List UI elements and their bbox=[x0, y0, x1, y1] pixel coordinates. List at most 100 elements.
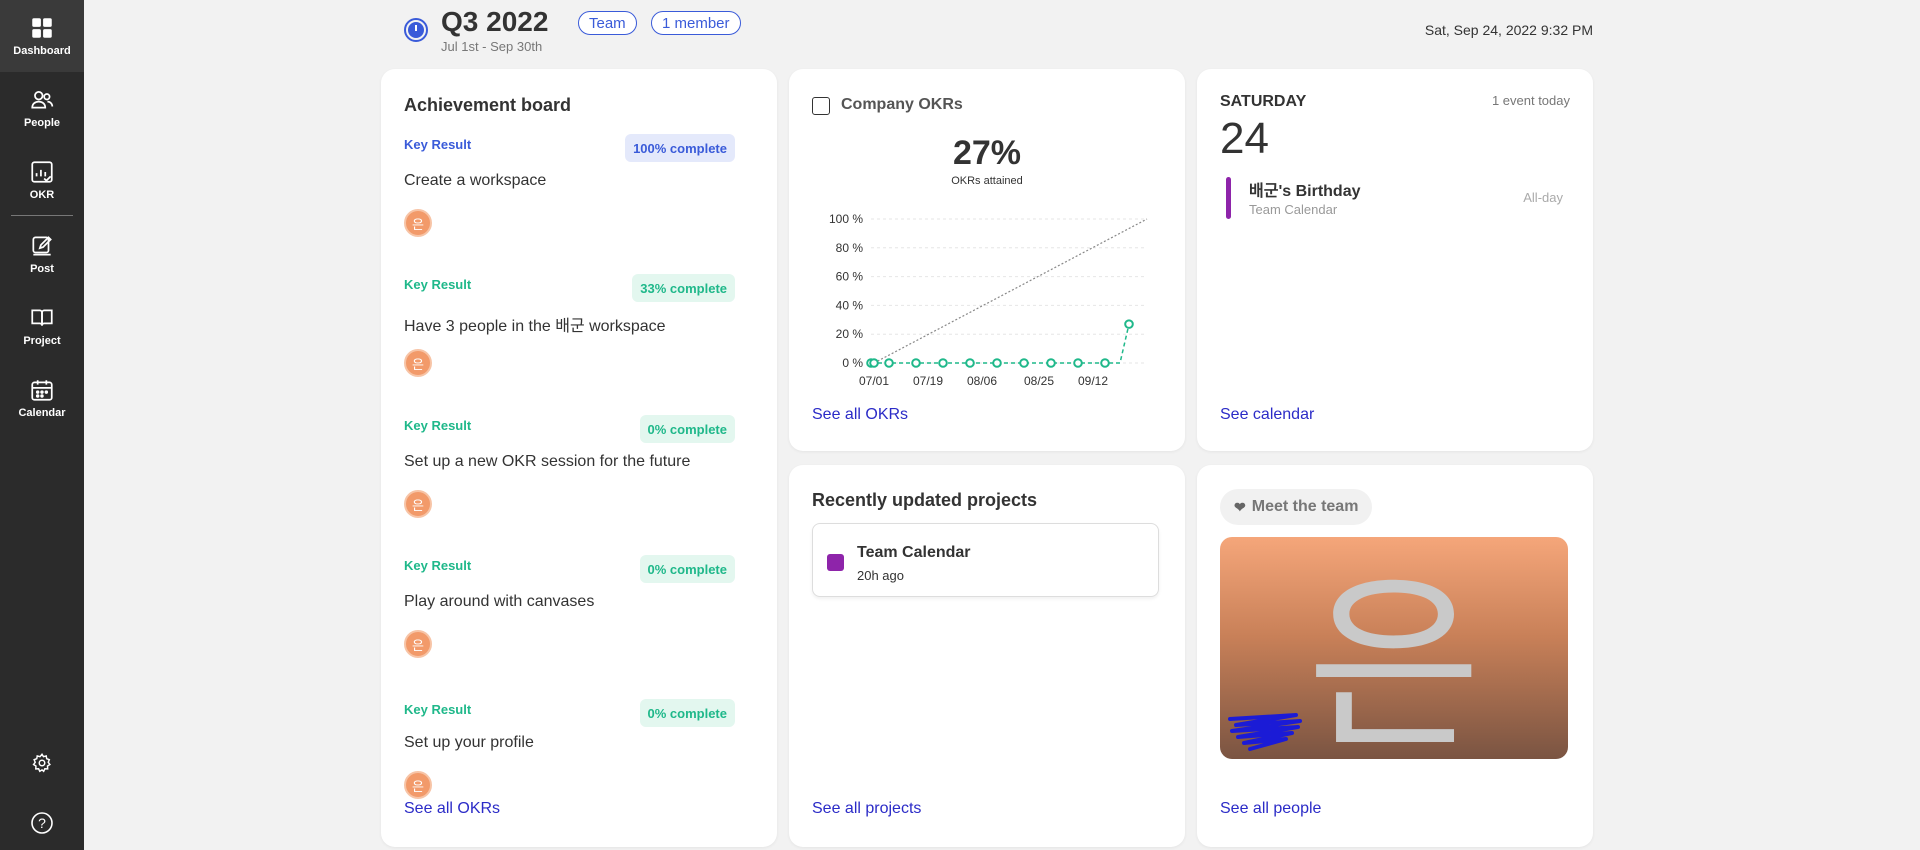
y-tick-label: 60 % bbox=[836, 270, 864, 284]
okr-subtitle: OKRs attained bbox=[951, 175, 1023, 187]
x-tick-label: 07/19 bbox=[913, 374, 943, 388]
data-point bbox=[884, 358, 894, 368]
key-result-title: Set up a new OKR session for the future bbox=[404, 453, 691, 470]
projects-card: Recently updated projects Team Calendar … bbox=[789, 465, 1185, 847]
see-all-projects-link[interactable]: See all projects bbox=[812, 800, 922, 817]
help-button[interactable]: ? bbox=[28, 809, 56, 837]
calendar-icon bbox=[31, 380, 53, 401]
data-point bbox=[869, 358, 879, 368]
nav-calendar-label: Calendar bbox=[18, 407, 66, 419]
project-name: Team Calendar bbox=[857, 544, 971, 561]
data-point bbox=[965, 358, 975, 368]
okr-chart-icon bbox=[31, 161, 53, 183]
team-pill[interactable]: Team bbox=[578, 11, 637, 35]
avatar: 은 bbox=[404, 630, 432, 658]
edit-icon bbox=[32, 236, 52, 256]
okr-progress-chart: 0 % 20 % 40 % 60 % 80 % 100 % 07/01 07/19 08/06 0… bbox=[829, 212, 1148, 388]
projects-title: Recently updated projects bbox=[812, 490, 1038, 510]
avatar: 은 bbox=[404, 349, 432, 377]
key-result-label: Key Result bbox=[404, 702, 472, 717]
gear-icon bbox=[32, 753, 51, 773]
avatar: 은 bbox=[404, 209, 432, 237]
key-result-title: Play around with canvases bbox=[404, 593, 595, 610]
x-tick-label: 08/25 bbox=[1024, 374, 1054, 388]
completion-badge: 33% complete bbox=[632, 274, 735, 302]
key-result-item[interactable]: Key Result 100% complete Create a worksp… bbox=[404, 134, 735, 277]
book-icon bbox=[31, 309, 53, 326]
target-line bbox=[873, 218, 1148, 364]
data-point bbox=[992, 358, 1002, 368]
y-tick-label: 80 % bbox=[836, 241, 864, 255]
nav-project-label: Project bbox=[23, 335, 61, 347]
event-time: All-day bbox=[1523, 190, 1563, 205]
calendar-card: SATURDAY 1 event today 24 배군's Birthday … bbox=[1197, 69, 1593, 451]
avatar: 은 bbox=[404, 490, 432, 518]
key-result-label: Key Result bbox=[404, 137, 472, 152]
completion-badge: 0% complete bbox=[639, 555, 735, 583]
nav-people-label: People bbox=[23, 117, 61, 129]
data-point bbox=[1019, 358, 1029, 368]
key-result-title: Set up your profile bbox=[404, 734, 534, 751]
grid-icon bbox=[32, 18, 52, 38]
nav-calendar[interactable]: Calendar bbox=[0, 362, 84, 434]
nav-okr-label: OKR bbox=[29, 189, 55, 201]
redaction-scribble bbox=[1228, 713, 1302, 751]
sidebar-divider bbox=[11, 215, 73, 216]
see-all-okrs-link[interactable]: See all OKRs bbox=[404, 800, 501, 817]
member-pill[interactable]: 1 member bbox=[651, 11, 741, 35]
page-title: Q3 2022 bbox=[441, 6, 549, 37]
session-dates: Jul 1st - Sep 30th bbox=[441, 39, 543, 54]
y-tick-label: 0 % bbox=[842, 356, 863, 370]
data-point bbox=[1100, 358, 1110, 368]
key-result-item[interactable]: Key Result 33% complete Have 3 people in… bbox=[404, 274, 735, 417]
help-glyph: ? bbox=[38, 815, 46, 831]
calendar-day-name: SATURDAY bbox=[1220, 93, 1307, 110]
see-calendar-link[interactable]: See calendar bbox=[1220, 406, 1315, 423]
key-result-label: Key Result bbox=[404, 277, 472, 292]
nav-dashboard[interactable]: Dashboard bbox=[0, 0, 84, 72]
data-point bbox=[938, 358, 948, 368]
okr-percent: 27% bbox=[952, 134, 1022, 172]
meet-the-team-label: Meet the team bbox=[1251, 498, 1359, 515]
nav-project[interactable]: Project bbox=[0, 290, 84, 362]
event-title: 배군's Birthday bbox=[1249, 183, 1361, 200]
project-color bbox=[827, 554, 844, 571]
meet-the-team-pill: ❤ Meet the team bbox=[1220, 489, 1373, 525]
completion-badge: 100% complete bbox=[625, 134, 735, 162]
key-result-item[interactable]: Key Result 0% complete Play around with … bbox=[404, 555, 735, 698]
y-tick-label: 100 % bbox=[829, 212, 863, 226]
data-point bbox=[1046, 358, 1056, 368]
team-card: ❤ Meet the team 은 See all people bbox=[1197, 465, 1593, 847]
avatar: 은 bbox=[404, 771, 432, 799]
team-avatar-glyph: 은 bbox=[1306, 554, 1482, 760]
sidebar: Dashboard People OKR Post Project Calend… bbox=[0, 0, 84, 850]
heart-icon: ❤ bbox=[1234, 498, 1246, 515]
okr-icon bbox=[812, 97, 830, 115]
completion-badge: 0% complete bbox=[639, 699, 735, 727]
see-all-okrs-link[interactable]: See all OKRs bbox=[812, 406, 909, 423]
event-color-bar bbox=[1226, 177, 1231, 219]
company-okrs-card: Company OKRs 27% OKRs attained 0 % 20 % 40… bbox=[789, 69, 1185, 451]
nav-okr[interactable]: OKR bbox=[0, 144, 84, 216]
clock-icon bbox=[404, 18, 428, 42]
nav-post[interactable]: Post bbox=[0, 218, 84, 290]
key-result-title: Have 3 people in the 배군 workspace bbox=[404, 318, 666, 335]
x-tick-label: 09/12 bbox=[1078, 374, 1108, 388]
people-icon bbox=[31, 91, 54, 109]
key-result-item[interactable]: Key Result 0% complete Set up a new OKR … bbox=[404, 415, 735, 558]
current-datetime: Sat, Sep 24, 2022 9:32 PM bbox=[1424, 22, 1593, 38]
team-photo[interactable]: 은 bbox=[1220, 537, 1568, 759]
x-tick-label: 08/06 bbox=[967, 374, 997, 388]
see-all-people-link[interactable]: See all people bbox=[1220, 800, 1322, 817]
key-result-label: Key Result bbox=[404, 558, 472, 573]
achievement-board-title: Achievement board bbox=[404, 95, 572, 115]
y-tick-label: 20 % bbox=[836, 327, 864, 341]
nav-people[interactable]: People bbox=[0, 72, 84, 144]
key-result-label: Key Result bbox=[404, 418, 472, 433]
key-result-item[interactable]: Key Result 0% complete Set up your profi… bbox=[404, 699, 735, 809]
project-item[interactable]: Team Calendar 20h ago bbox=[812, 523, 1159, 597]
settings-button[interactable] bbox=[28, 749, 56, 777]
company-okrs-title: Company OKRs bbox=[841, 96, 963, 113]
project-updated: 20h ago bbox=[857, 568, 904, 583]
achievement-board-card: Achievement board Key Result 100% comple… bbox=[381, 69, 777, 847]
